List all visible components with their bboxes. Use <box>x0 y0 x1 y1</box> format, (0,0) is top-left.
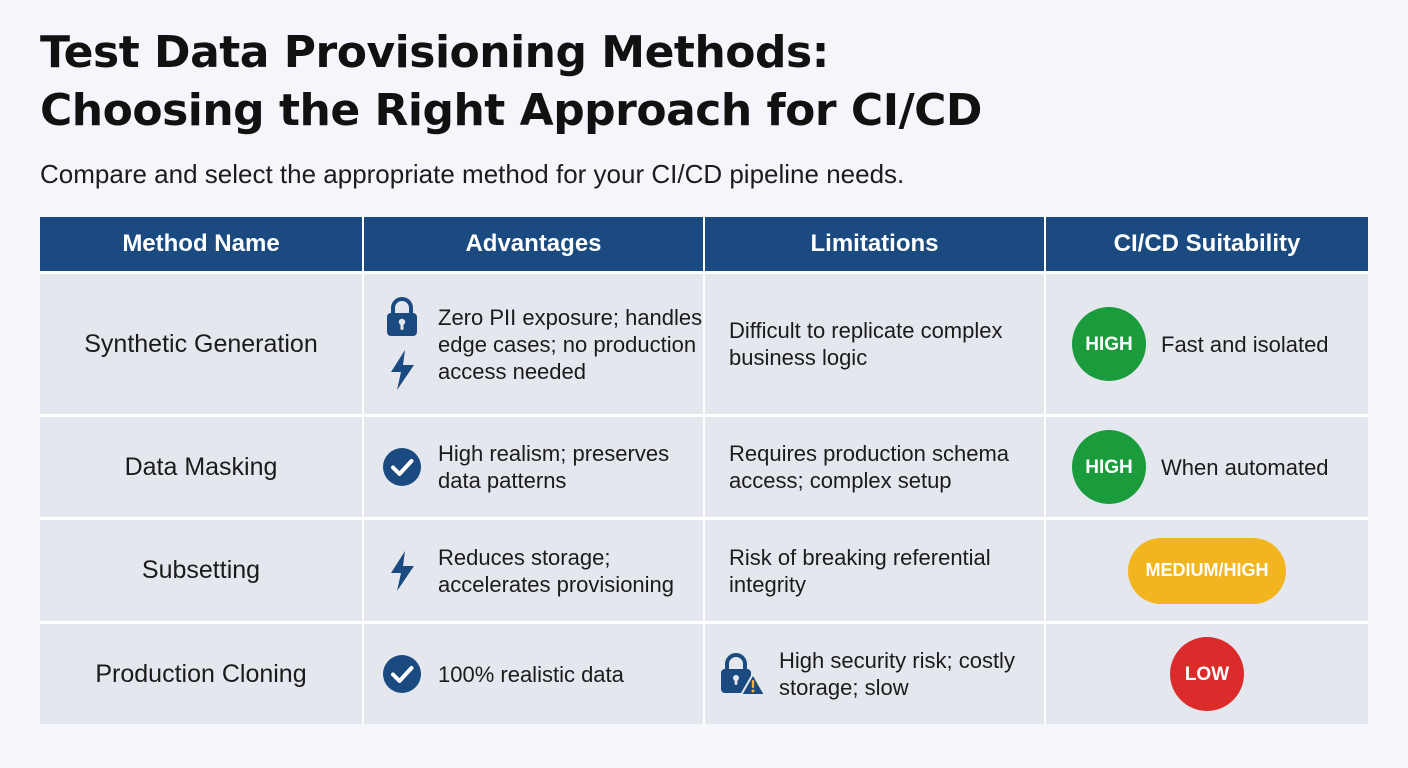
advantages-cell: Reduces storage; accelerates provisionin… <box>364 520 703 621</box>
advantages-text: High realism; preserves data patterns <box>438 441 670 493</box>
suitability-badge-high: HIGH <box>1072 430 1146 504</box>
suitability-badge-medium-high: MEDIUM/HIGH <box>1128 537 1286 604</box>
column-header-suitability: CI/CD Suitability <box>1046 217 1368 271</box>
suitability-cell: LOW <box>1046 624 1368 724</box>
limitations-cell: Requires production schema access; compl… <box>705 417 1044 517</box>
suitability-cell: HIGH Fast and isolated <box>1046 274 1368 414</box>
limitations-cell: High security risk; costly storage; slow <box>705 624 1044 724</box>
suitability-badge-low: LOW <box>1170 637 1244 711</box>
advantages-cell: 100% realistic data <box>364 624 703 724</box>
method-cell: Production Cloning <box>40 624 362 724</box>
advantages-text: Reduces storage; accelerates provisionin… <box>438 544 675 597</box>
limitations-text: High security risk; costly storage; slow <box>779 648 1015 700</box>
comparison-table: Method Name Advantages Limitations CI/CD… <box>40 217 1368 724</box>
method-cell: Subsetting <box>40 520 362 621</box>
column-header-limitations: Limitations <box>705 217 1044 271</box>
column-header-method: Method Name <box>40 217 362 271</box>
advantage-icons <box>382 654 422 694</box>
advantages-cell: Zero PII exposure; handles edge cases; n… <box>364 274 703 414</box>
suitability-cell: MEDIUM/HIGH <box>1046 520 1368 621</box>
title-line-1: Test Data Provisioning Methods: <box>40 27 829 78</box>
lock-icon <box>385 297 419 337</box>
advantages-cell: High realism; preserves data patterns <box>364 417 703 517</box>
suitability-note: When automated <box>1161 454 1329 480</box>
suitability-cell: HIGH When automated <box>1046 417 1368 517</box>
advantage-icons <box>382 297 422 391</box>
method-cell: Synthetic Generation <box>40 274 362 414</box>
limitations-cell: Risk of breaking referential integrity <box>705 520 1044 621</box>
suitability-badge-high: HIGH <box>1072 307 1146 381</box>
method-cell: Data Masking <box>40 417 362 517</box>
page-subtitle: Compare and select the appropriate metho… <box>40 159 905 189</box>
advantages-text: 100% realistic data <box>438 661 624 687</box>
advantage-icons <box>382 447 422 487</box>
lightning-icon <box>388 550 416 592</box>
check-circle-icon <box>382 654 422 694</box>
suitability-note: Fast and isolated <box>1161 331 1329 357</box>
column-header-advantages: Advantages <box>364 217 703 271</box>
lock-warning-icon <box>720 652 766 696</box>
limitations-cell: Difficult to replicate complex business … <box>705 274 1044 414</box>
title-line-2: Choosing the Right Approach for CI/CD <box>40 85 982 136</box>
advantages-text: Zero PII exposure; handles edge cases; n… <box>438 304 703 384</box>
lightning-icon <box>388 349 416 391</box>
limitation-icons <box>720 652 766 696</box>
advantage-icons <box>382 550 422 592</box>
page-title: Test Data Provisioning Methods: Choosing… <box>40 24 982 140</box>
check-circle-icon <box>382 447 422 487</box>
